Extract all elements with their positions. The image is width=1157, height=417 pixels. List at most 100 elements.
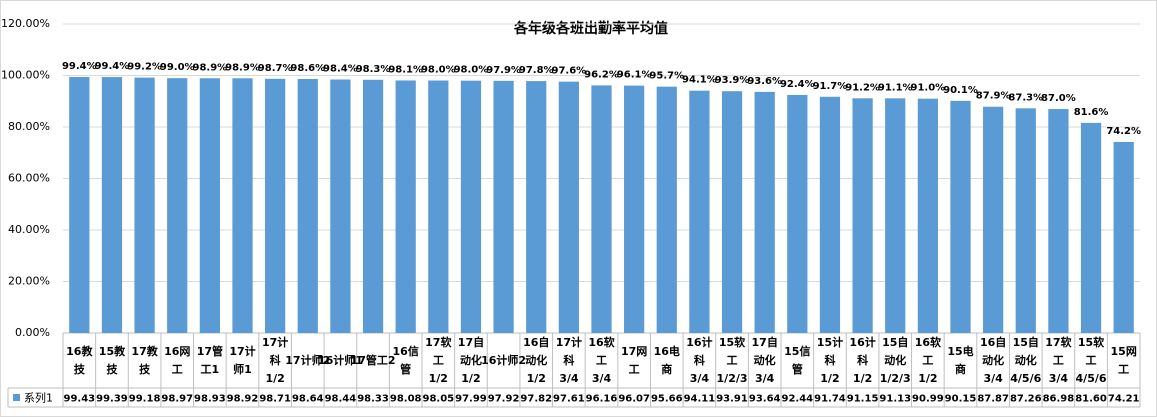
bar bbox=[624, 85, 645, 333]
x-tick-label: 17管工2 bbox=[351, 353, 396, 367]
x-tick-label: 15网 bbox=[1111, 345, 1137, 358]
table-value: 99.39 bbox=[96, 394, 128, 405]
table-value: 98.05 bbox=[422, 394, 454, 405]
x-tick-label: 1/2/3 bbox=[880, 372, 911, 385]
x-tick-label: 4/5/6 bbox=[1010, 372, 1041, 385]
table-value: 93.91 bbox=[716, 394, 748, 405]
bar bbox=[199, 78, 220, 333]
x-tick-label: 17教 bbox=[131, 344, 158, 358]
x-tick-label: 15信 bbox=[784, 344, 810, 358]
table-value: 97.92 bbox=[488, 394, 520, 405]
bar bbox=[232, 78, 253, 333]
x-tick-label: 15教 bbox=[99, 344, 126, 358]
bar bbox=[917, 98, 938, 334]
bar bbox=[1080, 122, 1102, 333]
x-tick-label: 工 bbox=[596, 354, 607, 367]
table-value: 91.74 bbox=[814, 394, 846, 405]
data-label: 94.1% bbox=[682, 75, 717, 86]
table-value: 98.08 bbox=[390, 394, 422, 405]
y-tick-label: 0.00% bbox=[15, 326, 50, 339]
data-label: 98.4% bbox=[323, 64, 358, 75]
data-label: 96.2% bbox=[584, 69, 619, 80]
x-tick-label: 工 bbox=[433, 354, 444, 367]
table-value: 97.61 bbox=[553, 394, 585, 405]
y-tick-label: 80.00% bbox=[8, 120, 50, 133]
bar bbox=[493, 80, 514, 333]
data-label: 99.4% bbox=[62, 61, 97, 72]
data-label: 99.4% bbox=[95, 61, 130, 72]
table-value: 97.99 bbox=[455, 394, 487, 405]
table-value: 93.64 bbox=[749, 394, 781, 405]
x-tick-label: 16计师2 bbox=[481, 353, 526, 367]
x-tick-label: 17计 bbox=[262, 335, 288, 349]
x-tick-label: 管 bbox=[792, 362, 803, 376]
table-value: 94.11 bbox=[684, 394, 716, 405]
x-tick-label: 科 bbox=[824, 353, 835, 367]
x-tick-label: 15自 bbox=[882, 335, 908, 349]
bar bbox=[721, 91, 743, 333]
x-tick-label: 1/2 bbox=[527, 372, 546, 385]
table-value: 86.98 bbox=[1043, 394, 1075, 405]
bar bbox=[69, 76, 90, 334]
x-tick-label: 3/4 bbox=[690, 372, 710, 385]
x-tick-label: 工 bbox=[172, 363, 183, 376]
x-tick-label: 1/2 bbox=[918, 372, 937, 385]
data-label: 99.0% bbox=[160, 62, 195, 73]
table-value: 97.82 bbox=[520, 394, 552, 405]
x-tick-label: 17计师2 bbox=[285, 353, 330, 367]
x-tick-label: 科 bbox=[270, 353, 281, 367]
table-value: 91.15 bbox=[847, 394, 879, 405]
bar bbox=[362, 79, 384, 333]
bar bbox=[1015, 108, 1036, 333]
data-label: 98.0% bbox=[454, 65, 489, 76]
x-tick-label: 17计 bbox=[229, 344, 255, 358]
x-tick-label: 技 bbox=[74, 362, 86, 376]
bar bbox=[754, 91, 775, 333]
y-tick-label: 40.00% bbox=[8, 223, 50, 236]
x-tick-label: 动化 bbox=[460, 353, 482, 367]
x-tick-label: 16自 bbox=[523, 335, 549, 349]
y-tick-label: 60.00% bbox=[8, 172, 50, 185]
x-tick-label: 工 bbox=[1118, 363, 1129, 376]
x-tick-label: 技 bbox=[139, 362, 151, 376]
table-value: 91.13 bbox=[879, 394, 911, 405]
x-tick-label: 1/2 bbox=[853, 372, 872, 385]
x-tick-label: 16网 bbox=[164, 345, 190, 358]
x-tick-label: 工 bbox=[629, 363, 640, 376]
bar bbox=[656, 86, 677, 333]
x-tick-label: 3/4 bbox=[755, 372, 775, 385]
x-tick-label: 工 bbox=[1086, 354, 1097, 367]
bar bbox=[885, 98, 906, 334]
x-tick-label: 3/4 bbox=[559, 372, 579, 385]
x-tick-label: 17软 bbox=[1045, 335, 1072, 349]
x-tick-label: 16教 bbox=[66, 344, 93, 358]
table-value: 99.18 bbox=[129, 394, 161, 405]
table-value: 98.44 bbox=[325, 394, 357, 405]
bar bbox=[819, 96, 841, 333]
x-tick-label: 师1 bbox=[233, 362, 252, 376]
table-value: 90.99 bbox=[912, 394, 944, 405]
table-value: 98.64 bbox=[292, 394, 324, 405]
data-label: 95.7% bbox=[649, 71, 684, 82]
x-tick-label: 动化 bbox=[982, 353, 1004, 367]
table-value: 98.92 bbox=[227, 394, 259, 405]
bar bbox=[460, 80, 482, 333]
table-value: 87.87 bbox=[977, 394, 1009, 405]
bar bbox=[395, 80, 416, 333]
table-value: 98.71 bbox=[259, 394, 291, 405]
data-label: 91.1% bbox=[878, 82, 913, 93]
data-label: 87.9% bbox=[976, 91, 1011, 102]
x-tick-label: 动化 bbox=[754, 353, 776, 367]
x-tick-label: 16软 bbox=[915, 335, 942, 349]
x-tick-label: 1/2 bbox=[461, 372, 480, 385]
bar bbox=[526, 81, 547, 334]
table-value: 96.16 bbox=[586, 394, 618, 405]
x-tick-label: 1/2 bbox=[429, 372, 448, 385]
data-label: 93.9% bbox=[715, 75, 750, 86]
data-label: 97.9% bbox=[486, 65, 521, 76]
data-label: 98.7% bbox=[258, 63, 293, 74]
data-label: 92.4% bbox=[780, 79, 815, 90]
x-tick-label: 动化 bbox=[1015, 353, 1037, 367]
x-tick-label: 17自 bbox=[752, 335, 778, 349]
x-tick-label: 16计师1 bbox=[318, 353, 363, 367]
